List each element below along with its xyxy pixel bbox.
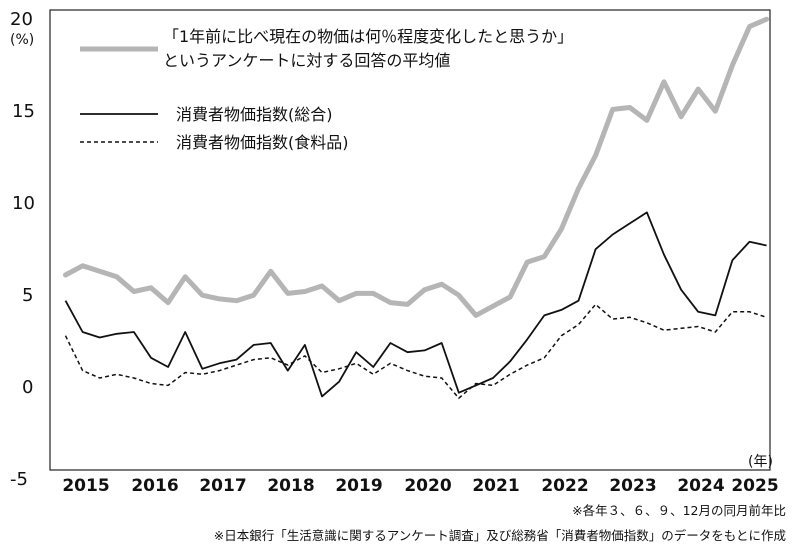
x-tick-label: 2022 — [541, 476, 588, 496]
x-tick-label: 2019 — [335, 476, 382, 496]
y-tick-label: 15 — [12, 101, 35, 122]
x-tick-label: 2023 — [609, 476, 656, 496]
y-axis: 20 15 10 5 0 -5 (%) — [10, 9, 35, 490]
footnote-1: ※各年３、６、９、12月の同月前年比 — [572, 503, 786, 518]
y-tick-label: 5 — [22, 285, 33, 306]
x-axis: 2015 2016 2017 2018 2019 2020 2021 2022 … — [62, 454, 778, 496]
series-lines — [63, 16, 770, 400]
series-line-cpi-total — [64, 211, 767, 398]
x-tick-label: 2015 — [62, 476, 109, 496]
y-tick-label: 10 — [12, 193, 35, 214]
legend-label-survey-line2: というアンケートに対する回答の平均値 — [163, 51, 450, 70]
x-axis-unit: (年) — [748, 454, 773, 470]
legend-label-survey-line1: 「1年前に比べ現在の物価は何％程度変化したと思うか」 — [163, 27, 573, 46]
x-tick-label: 2024 — [677, 476, 724, 496]
legend-label-cpi-food: 消費者物価指数(食料品) — [176, 133, 349, 152]
y-axis-unit: (%) — [10, 32, 34, 48]
y-tick-label: -5 — [10, 469, 28, 490]
y-tick-label: 20 — [10, 9, 33, 30]
footnote-2: ※日本銀行「生活意識に関するアンケート調査」及び総務省「消費者物価指数」のデータ… — [214, 528, 786, 543]
x-tick-label: 2018 — [267, 476, 314, 496]
x-tick-label: 2020 — [404, 476, 451, 496]
series-line-cpi-food — [64, 303, 767, 400]
series-line-survey — [63, 16, 770, 318]
legend-label-cpi-total: 消費者物価指数(総合) — [176, 105, 333, 124]
plot-frame — [49, 9, 771, 471]
y-tick-label: 0 — [22, 377, 33, 398]
x-tick-label: 2016 — [131, 476, 178, 496]
x-tick-label: 2017 — [199, 476, 246, 496]
x-tick-label: 2025 — [731, 476, 778, 496]
x-tick-label: 2021 — [472, 476, 519, 496]
legend: 「1年前に比べ現在の物価は何％程度変化したと思うか」 というアンケートに対する回… — [80, 27, 573, 152]
